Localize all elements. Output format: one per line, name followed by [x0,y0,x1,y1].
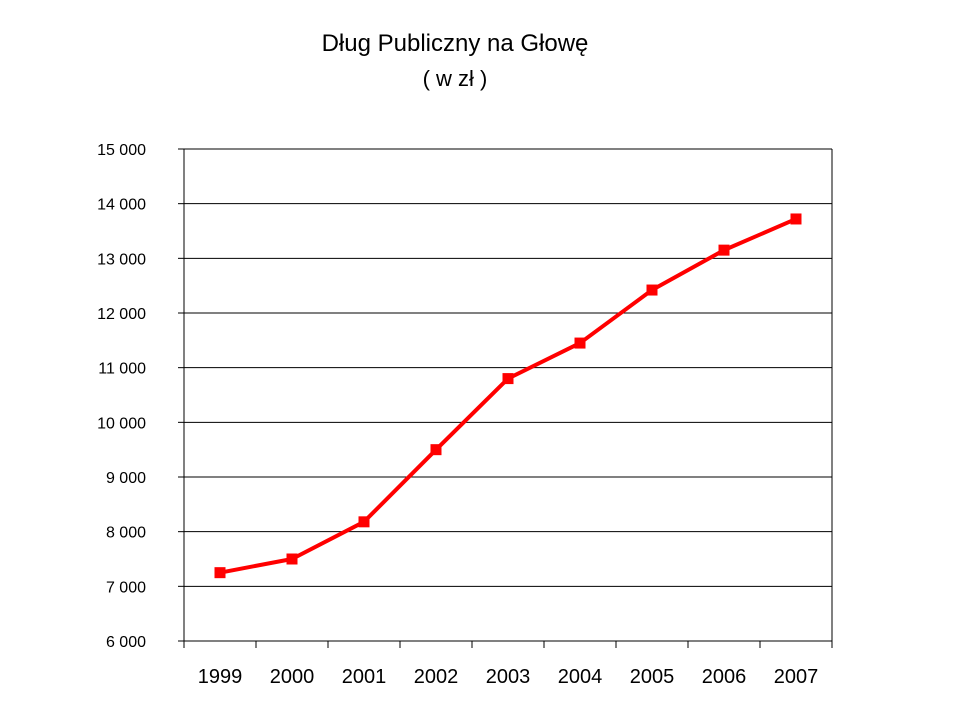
data-point-2003 [502,373,514,385]
y-tick-label: 11 000 [98,361,146,378]
x-axis-tick-labels: 1999 2000 2001 2002 2003 2004 2005 2006 2007 [198,666,819,688]
x-tick-label: 2003 [486,666,531,688]
data-point-2006 [718,244,730,256]
y-axis-tick-labels: 6 000 7 000 8 000 9 000 10 000 11 000 12 000 13… [97,142,146,651]
series-line [219,217,797,575]
data-point-2002 [430,444,442,456]
chart-subtitle: ( w zł ) [422,66,488,91]
data-point-1999 [214,567,226,579]
data-point-2000 [286,553,298,565]
y-tick-label: 14 000 [97,197,146,214]
x-tick-label: 2002 [414,666,459,688]
data-point-2007 [790,213,802,225]
gridlines [184,148,832,587]
x-tick-label: 2006 [702,666,747,688]
series-debt-per-capita [214,213,802,579]
x-tick-label: 2000 [270,666,315,688]
x-tick-label: 2001 [342,666,387,688]
y-tick-label: 10 000 [97,415,146,432]
data-point-2004 [574,337,586,349]
data-point-2001 [358,516,370,528]
x-tick-label: 2004 [558,666,603,688]
x-tick-label: 1999 [198,666,243,688]
x-tick-label: 2005 [630,666,675,688]
data-point-2005 [646,284,658,296]
y-tick-label: 9 000 [106,470,146,487]
y-tick-label: 15 000 [97,142,146,159]
chart-title: Dług Publiczny na Głowę [321,30,589,57]
y-tick-label: 13 000 [97,251,146,268]
y-tick-label: 6 000 [106,634,146,651]
y-tick-label: 12 000 [97,306,146,323]
x-tick-label: 2007 [774,666,819,688]
y-tick-label: 8 000 [106,525,146,542]
y-tick-label: 7 000 [106,579,146,596]
axes [178,148,833,648]
